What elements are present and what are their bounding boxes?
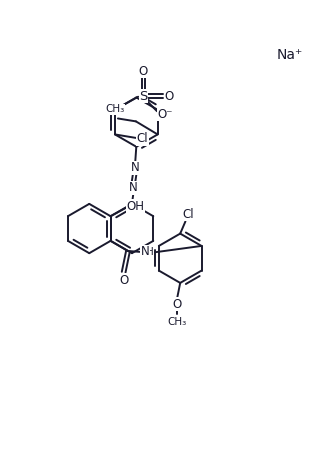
Text: O: O: [139, 65, 148, 78]
Text: N: N: [130, 161, 139, 174]
Text: O⁻: O⁻: [157, 108, 173, 120]
Text: Cl: Cl: [182, 207, 194, 221]
Text: N: N: [129, 182, 138, 194]
Text: OH: OH: [126, 200, 144, 212]
Text: Na⁺: Na⁺: [277, 48, 303, 63]
Text: O: O: [119, 274, 128, 286]
Text: N: N: [140, 246, 149, 258]
Text: CH₃: CH₃: [105, 104, 125, 114]
Text: S: S: [139, 90, 148, 103]
Text: Cl: Cl: [137, 132, 148, 145]
Text: H: H: [146, 247, 154, 257]
Text: CH₃: CH₃: [168, 317, 187, 327]
Text: O: O: [165, 90, 174, 103]
Text: O: O: [172, 298, 181, 311]
